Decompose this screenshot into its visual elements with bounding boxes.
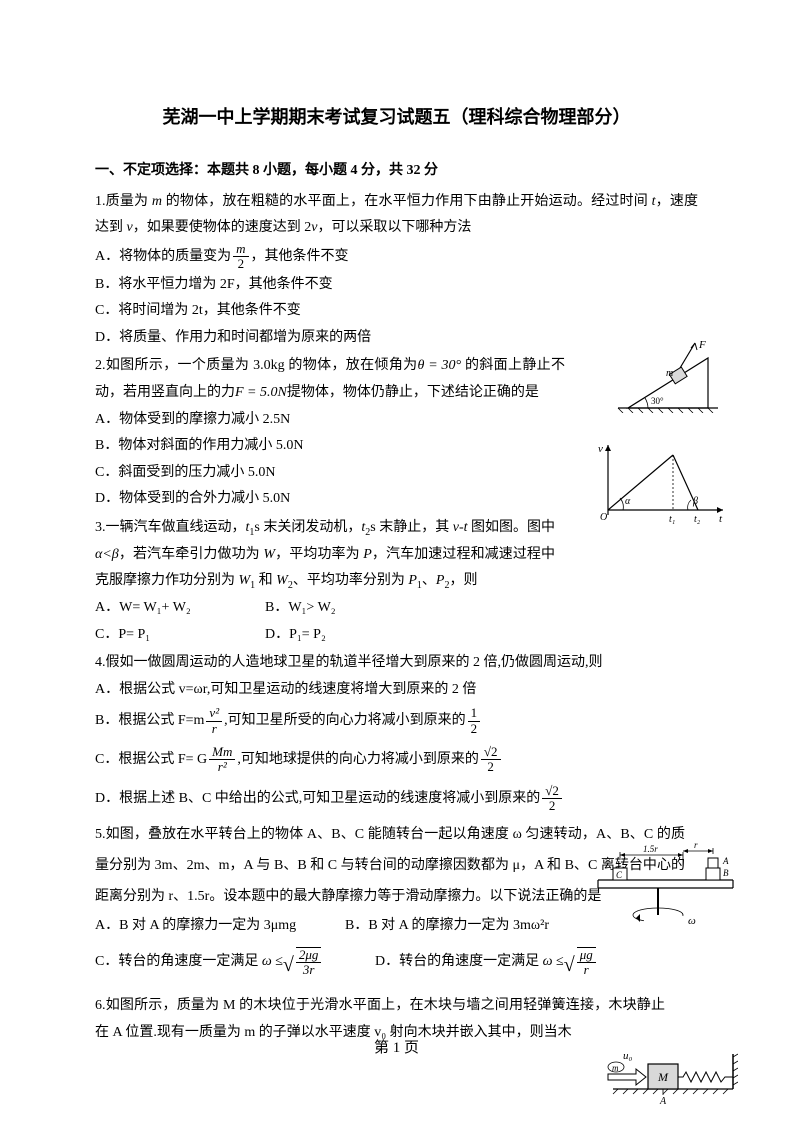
q4-option-b: B．根据公式 F=mv²r,可知卫星所受的向心力将减小到原来的12 — [95, 703, 698, 739]
q1-option-d: D．将质量、作用力和时间都增为原来的两倍 — [95, 325, 698, 352]
svg-text:O: O — [600, 512, 607, 523]
q3-option-a: A．W= W₁+ W₂ — [95, 595, 265, 622]
question-1: 1.质量为 m 的物体，放在粗糙的水平面上，在水平恒力作用下由静止开始运动。经过… — [95, 189, 698, 352]
q5-option-d: D．转台的角速度一定满足 ω ≤√μgr — [375, 939, 655, 991]
q2-text: 2.如图所示，一个质量为 3.0kg 的物体，放在倾角为θ = 30° 的斜面上… — [95, 353, 565, 406]
q4-text: 4.假如一做圆周运动的人造地球卫星的轨道半径增大到原来的 2 倍,仍做圆周运动,… — [95, 650, 698, 677]
svg-text:A: A — [659, 1096, 667, 1104]
q4-option-a: A．根据公式 v=ωr,可知卫星运动的线速度将增大到原来的 2 倍 — [95, 677, 698, 704]
q4-option-c: C．根据公式 F= GMmr²,可知地球提供的向心力将减小到原来的√22 — [95, 740, 698, 779]
figure-turntable: ω C A B 1.5r r — [588, 840, 738, 935]
question-3: 3.一辆汽车做直线运动，t1s 末关闭发动机，t2s 末静止，其 v-t 图如图… — [95, 515, 698, 648]
q1-option-c: C．将时间增为 2t，其他条件不变 — [95, 298, 698, 325]
section-header: 一、不定项选择：本题共 8 小题，每小题 4 分，共 32 分 — [95, 158, 698, 185]
question-4: 4.假如一做圆周运动的人造地球卫星的轨道半径增大到原来的 2 倍,仍做圆周运动,… — [95, 650, 698, 818]
svg-text:A: A — [722, 856, 729, 866]
svg-text:M: M — [657, 1070, 669, 1084]
svg-text:C: C — [616, 870, 623, 880]
svg-text:B: B — [723, 868, 729, 878]
figure-spring: M u₀ A m — [588, 1039, 738, 1104]
q5-option-c: C．转台的角速度一定满足 ω ≤√2μg3r — [95, 939, 375, 991]
svg-text:F: F — [698, 339, 706, 351]
svg-text:m: m — [666, 368, 673, 379]
svg-text:t: t — [719, 513, 723, 525]
svg-text:r: r — [694, 840, 698, 850]
q4-option-d: D．根据上述 B、C 中给出的公式,可知卫星运动的线速度将减小到原来的√22 — [95, 779, 698, 818]
q3-option-c: C．P= P₁ — [95, 622, 265, 649]
figure-incline: 30° m F — [613, 338, 723, 413]
svg-text:t₁: t₁ — [669, 514, 675, 525]
q1-text: 1.质量为 m 的物体，放在粗糙的水平面上，在水平恒力作用下由静止开始运动。经过… — [95, 189, 698, 242]
q3-option-b: B．W₁> W₂ — [265, 595, 435, 622]
q3-option-d: D．P₁= P₂ — [265, 622, 435, 649]
q3-text: 3.一辆汽车做直线运动，t1s 末关闭发动机，t2s 末静止，其 v-t 图如图… — [95, 515, 555, 595]
svg-text:u₀: u₀ — [623, 1050, 633, 1062]
svg-text:ω: ω — [688, 915, 696, 927]
svg-text:30°: 30° — [651, 396, 664, 406]
q5-option-b: B．B 对 A 的摩擦力一定为 3mω²r — [345, 913, 595, 940]
svg-text:α: α — [625, 496, 631, 507]
q5-option-a: A．B 对 A 的摩擦力一定为 3μmg — [95, 913, 345, 940]
page-title: 芜湖一中上学期期末考试复习试题五（理科综合物理部分） — [95, 100, 698, 134]
svg-text:t₂: t₂ — [694, 514, 701, 525]
svg-text:m: m — [612, 1063, 619, 1073]
svg-text:β: β — [692, 496, 698, 507]
q2-option-a: A．物体受到的摩擦力减小 2.5N — [95, 407, 698, 434]
q1-option-b: B．将水平恒力增为 2F，其他条件不变 — [95, 272, 698, 299]
svg-text:1.5r: 1.5r — [643, 844, 658, 854]
svg-text:v: v — [598, 443, 603, 455]
q1-option-a: A．将物体的质量变为m2，其他条件不变 — [95, 242, 698, 272]
figure-vt-graph: α β v t O t₁ t₂ — [593, 440, 728, 525]
